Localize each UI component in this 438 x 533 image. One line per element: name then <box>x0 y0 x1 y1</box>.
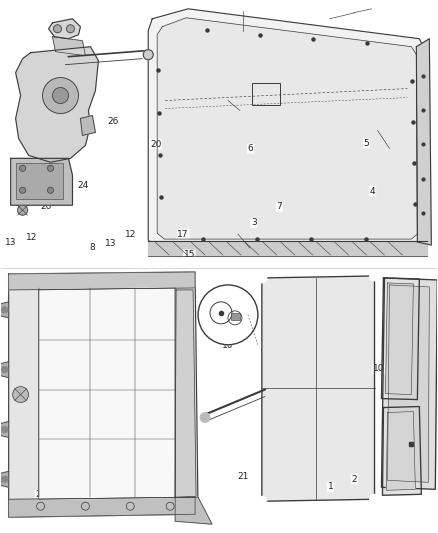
Text: 12: 12 <box>125 230 137 239</box>
Polygon shape <box>417 39 431 245</box>
Circle shape <box>53 25 61 33</box>
Polygon shape <box>9 497 195 517</box>
Circle shape <box>370 494 379 504</box>
Text: 23: 23 <box>47 342 59 351</box>
Polygon shape <box>386 411 415 490</box>
Polygon shape <box>81 116 95 135</box>
Polygon shape <box>262 276 374 501</box>
Text: 19: 19 <box>9 158 21 167</box>
Text: 14: 14 <box>38 141 49 150</box>
Polygon shape <box>175 290 196 497</box>
Bar <box>231 313 240 320</box>
Text: 22: 22 <box>35 490 46 499</box>
Circle shape <box>370 271 379 281</box>
Text: 26: 26 <box>108 117 119 126</box>
Polygon shape <box>49 19 81 39</box>
Circle shape <box>2 477 8 482</box>
Polygon shape <box>381 278 419 400</box>
Text: 3: 3 <box>251 219 257 228</box>
Circle shape <box>2 367 8 373</box>
Circle shape <box>18 205 28 215</box>
Text: 11: 11 <box>67 496 78 505</box>
Text: 7: 7 <box>236 296 241 305</box>
Polygon shape <box>9 272 195 290</box>
Polygon shape <box>1 302 9 318</box>
Text: 6: 6 <box>247 144 253 153</box>
Circle shape <box>20 165 25 171</box>
Text: 12: 12 <box>26 233 38 242</box>
Text: 10: 10 <box>222 341 233 350</box>
Text: 7: 7 <box>276 203 282 212</box>
Polygon shape <box>388 285 429 482</box>
Text: 10: 10 <box>373 364 384 373</box>
Polygon shape <box>385 283 413 394</box>
Polygon shape <box>157 18 417 239</box>
Polygon shape <box>1 422 9 438</box>
Text: 13: 13 <box>4 238 16 247</box>
Circle shape <box>42 78 78 114</box>
Polygon shape <box>1 471 9 487</box>
Text: 4: 4 <box>370 187 375 196</box>
Polygon shape <box>53 37 85 55</box>
Text: 1: 1 <box>328 482 333 491</box>
Circle shape <box>2 307 8 313</box>
Polygon shape <box>1 362 9 378</box>
Text: 21: 21 <box>237 472 249 481</box>
Text: 2: 2 <box>352 474 357 483</box>
Circle shape <box>13 386 28 402</box>
Circle shape <box>257 496 267 506</box>
Text: 13: 13 <box>105 239 117 248</box>
Polygon shape <box>16 47 99 163</box>
Circle shape <box>257 273 267 283</box>
Polygon shape <box>39 288 175 499</box>
Circle shape <box>2 426 8 432</box>
Circle shape <box>143 50 153 60</box>
Circle shape <box>198 285 258 345</box>
Polygon shape <box>11 158 72 205</box>
Text: 8: 8 <box>89 244 95 253</box>
Bar <box>252 83 280 104</box>
Polygon shape <box>382 407 421 495</box>
Polygon shape <box>175 497 212 524</box>
Circle shape <box>53 87 68 103</box>
Text: 17: 17 <box>177 230 189 239</box>
Circle shape <box>67 25 74 33</box>
Bar <box>16 163 64 199</box>
Circle shape <box>20 187 25 193</box>
Polygon shape <box>148 9 427 248</box>
Polygon shape <box>148 241 427 256</box>
Polygon shape <box>381 278 437 489</box>
Circle shape <box>48 187 53 193</box>
Text: 5: 5 <box>364 139 369 148</box>
Text: 9: 9 <box>78 401 85 410</box>
Circle shape <box>200 413 210 423</box>
Text: 24: 24 <box>77 181 88 190</box>
Polygon shape <box>9 272 198 517</box>
Text: 15: 15 <box>184 251 195 260</box>
Text: 20: 20 <box>41 203 52 212</box>
Text: 20: 20 <box>150 140 161 149</box>
Circle shape <box>48 165 53 171</box>
Text: 11: 11 <box>52 450 63 459</box>
